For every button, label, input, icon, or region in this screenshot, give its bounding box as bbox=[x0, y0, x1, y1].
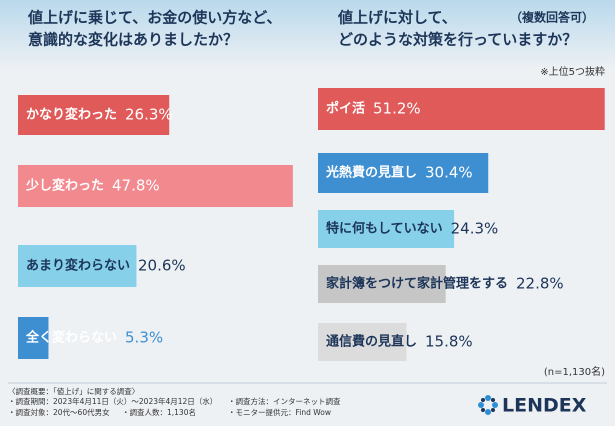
footer-item: ・調査方法：インターネット調査 bbox=[228, 396, 341, 406]
note: ※上位5つ抜粋 bbox=[540, 65, 605, 78]
value-label: 30.4% bbox=[425, 164, 473, 182]
category-label: 特に何もしていない bbox=[326, 221, 443, 237]
value-label: 26.3% bbox=[125, 106, 173, 124]
footer-item: ・モニター提供元：Find Wow bbox=[228, 407, 331, 417]
bar bbox=[318, 153, 489, 193]
chart-title: 意識的な変化はありましたか？ bbox=[28, 31, 238, 49]
value-label: 47.8% bbox=[112, 177, 160, 195]
bar bbox=[318, 323, 407, 361]
footer-item: ・調査期間：2023年4月11日（火）～2023年4月12日（水） bbox=[8, 396, 217, 406]
header-band bbox=[0, 0, 615, 70]
logo-text: LENDEX bbox=[502, 395, 587, 417]
footer-heading: 〈調査概要：「値上げ」に関する調査〉 bbox=[8, 386, 139, 396]
chart-subtitle: （複数回答可） bbox=[510, 10, 594, 25]
value-label: 51.2% bbox=[373, 100, 421, 118]
category-label: 家計簿をつけて家計管理をする bbox=[326, 276, 508, 292]
value-label: 22.8% bbox=[516, 275, 564, 293]
logo: LENDEX bbox=[478, 395, 587, 417]
sample-size: (n=1,130名) bbox=[544, 365, 605, 378]
value-label: 5.3% bbox=[125, 329, 163, 347]
footer-item: ・調査対象：20代～60代男女 bbox=[8, 407, 110, 417]
category-label: あまり変わらない bbox=[26, 258, 130, 274]
bar bbox=[18, 317, 49, 359]
bar bbox=[18, 95, 170, 135]
category-label: 少し変わった bbox=[25, 178, 104, 194]
footer-item: ・調査人数：1,130名 bbox=[122, 407, 196, 417]
chart-title: 値上げに乗じて、お金の使い方など、 bbox=[27, 9, 282, 27]
category-label: かなり変わった bbox=[26, 107, 117, 123]
category-label: 光熱費の見直し bbox=[325, 165, 417, 181]
value-label: 15.8% bbox=[425, 333, 473, 351]
bar bbox=[18, 245, 137, 287]
bar bbox=[318, 210, 455, 248]
value-label: 20.6% bbox=[138, 257, 186, 275]
chart-title: 値上げに対して、 bbox=[337, 9, 457, 27]
bar bbox=[318, 265, 446, 303]
bar bbox=[18, 165, 293, 207]
bar bbox=[318, 88, 605, 130]
category-label: 通信費の見直し bbox=[326, 334, 417, 350]
value-label: 24.3% bbox=[451, 220, 499, 238]
chart-title: どのような対策を行っていますか？ bbox=[338, 31, 577, 49]
category-label: ポイ活 bbox=[326, 101, 365, 117]
category-label: 全く変わらない bbox=[25, 330, 117, 346]
